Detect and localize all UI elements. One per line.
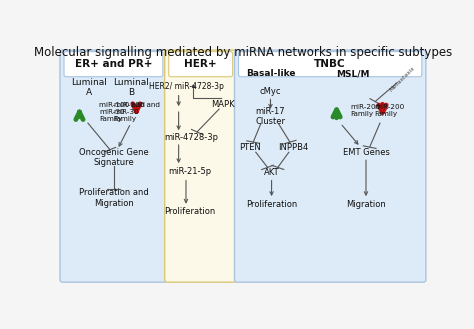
Text: Proliferation and
Migration: Proliferation and Migration xyxy=(79,188,148,208)
Text: Proliferation: Proliferation xyxy=(164,207,215,216)
Text: Migration: Migration xyxy=(346,200,386,209)
Text: Metastasis: Metastasis xyxy=(389,65,416,92)
Text: EMT Genes: EMT Genes xyxy=(343,148,390,157)
FancyBboxPatch shape xyxy=(64,52,163,77)
Text: miR-200
Family: miR-200 Family xyxy=(351,104,381,117)
Text: PTEN: PTEN xyxy=(239,143,260,152)
Text: miR-200
Family: miR-200 Family xyxy=(374,104,405,117)
Text: Oncogenic Gene
Signature: Oncogenic Gene Signature xyxy=(79,148,148,167)
Text: HER+: HER+ xyxy=(184,59,217,69)
Text: Basal-like: Basal-like xyxy=(246,69,295,78)
FancyBboxPatch shape xyxy=(60,50,167,282)
Text: Molecular signalling mediated by miRNA networks in specific subtypes: Molecular signalling mediated by miRNA n… xyxy=(34,46,452,59)
Text: ER+ and PR+: ER+ and PR+ xyxy=(75,59,152,69)
Text: HER2/ miR-4728-3p: HER2/ miR-4728-3p xyxy=(148,82,223,91)
FancyBboxPatch shape xyxy=(169,52,233,77)
Text: MSL/M: MSL/M xyxy=(337,69,370,78)
Text: MAPK: MAPK xyxy=(211,100,235,109)
FancyBboxPatch shape xyxy=(235,50,426,282)
Text: Luminal
B: Luminal B xyxy=(113,78,149,97)
Text: Proliferation: Proliferation xyxy=(246,200,297,209)
FancyBboxPatch shape xyxy=(164,50,237,282)
Text: miR-17
Cluster: miR-17 Cluster xyxy=(255,107,285,126)
Text: cMyc: cMyc xyxy=(260,87,281,96)
FancyBboxPatch shape xyxy=(238,52,422,77)
Text: miR-100 and
miR-30
Family: miR-100 and miR-30 Family xyxy=(99,102,145,122)
Text: Luminal
A: Luminal A xyxy=(72,78,107,97)
Text: AKT: AKT xyxy=(264,168,279,177)
Text: miR-21-5p: miR-21-5p xyxy=(168,167,211,176)
Text: miR-100 and
miR-30
Family: miR-100 and miR-30 Family xyxy=(114,102,160,122)
Text: INPPB4: INPPB4 xyxy=(279,143,309,152)
Text: miR-4728-3p: miR-4728-3p xyxy=(164,133,218,141)
Text: TNBC: TNBC xyxy=(314,59,346,69)
